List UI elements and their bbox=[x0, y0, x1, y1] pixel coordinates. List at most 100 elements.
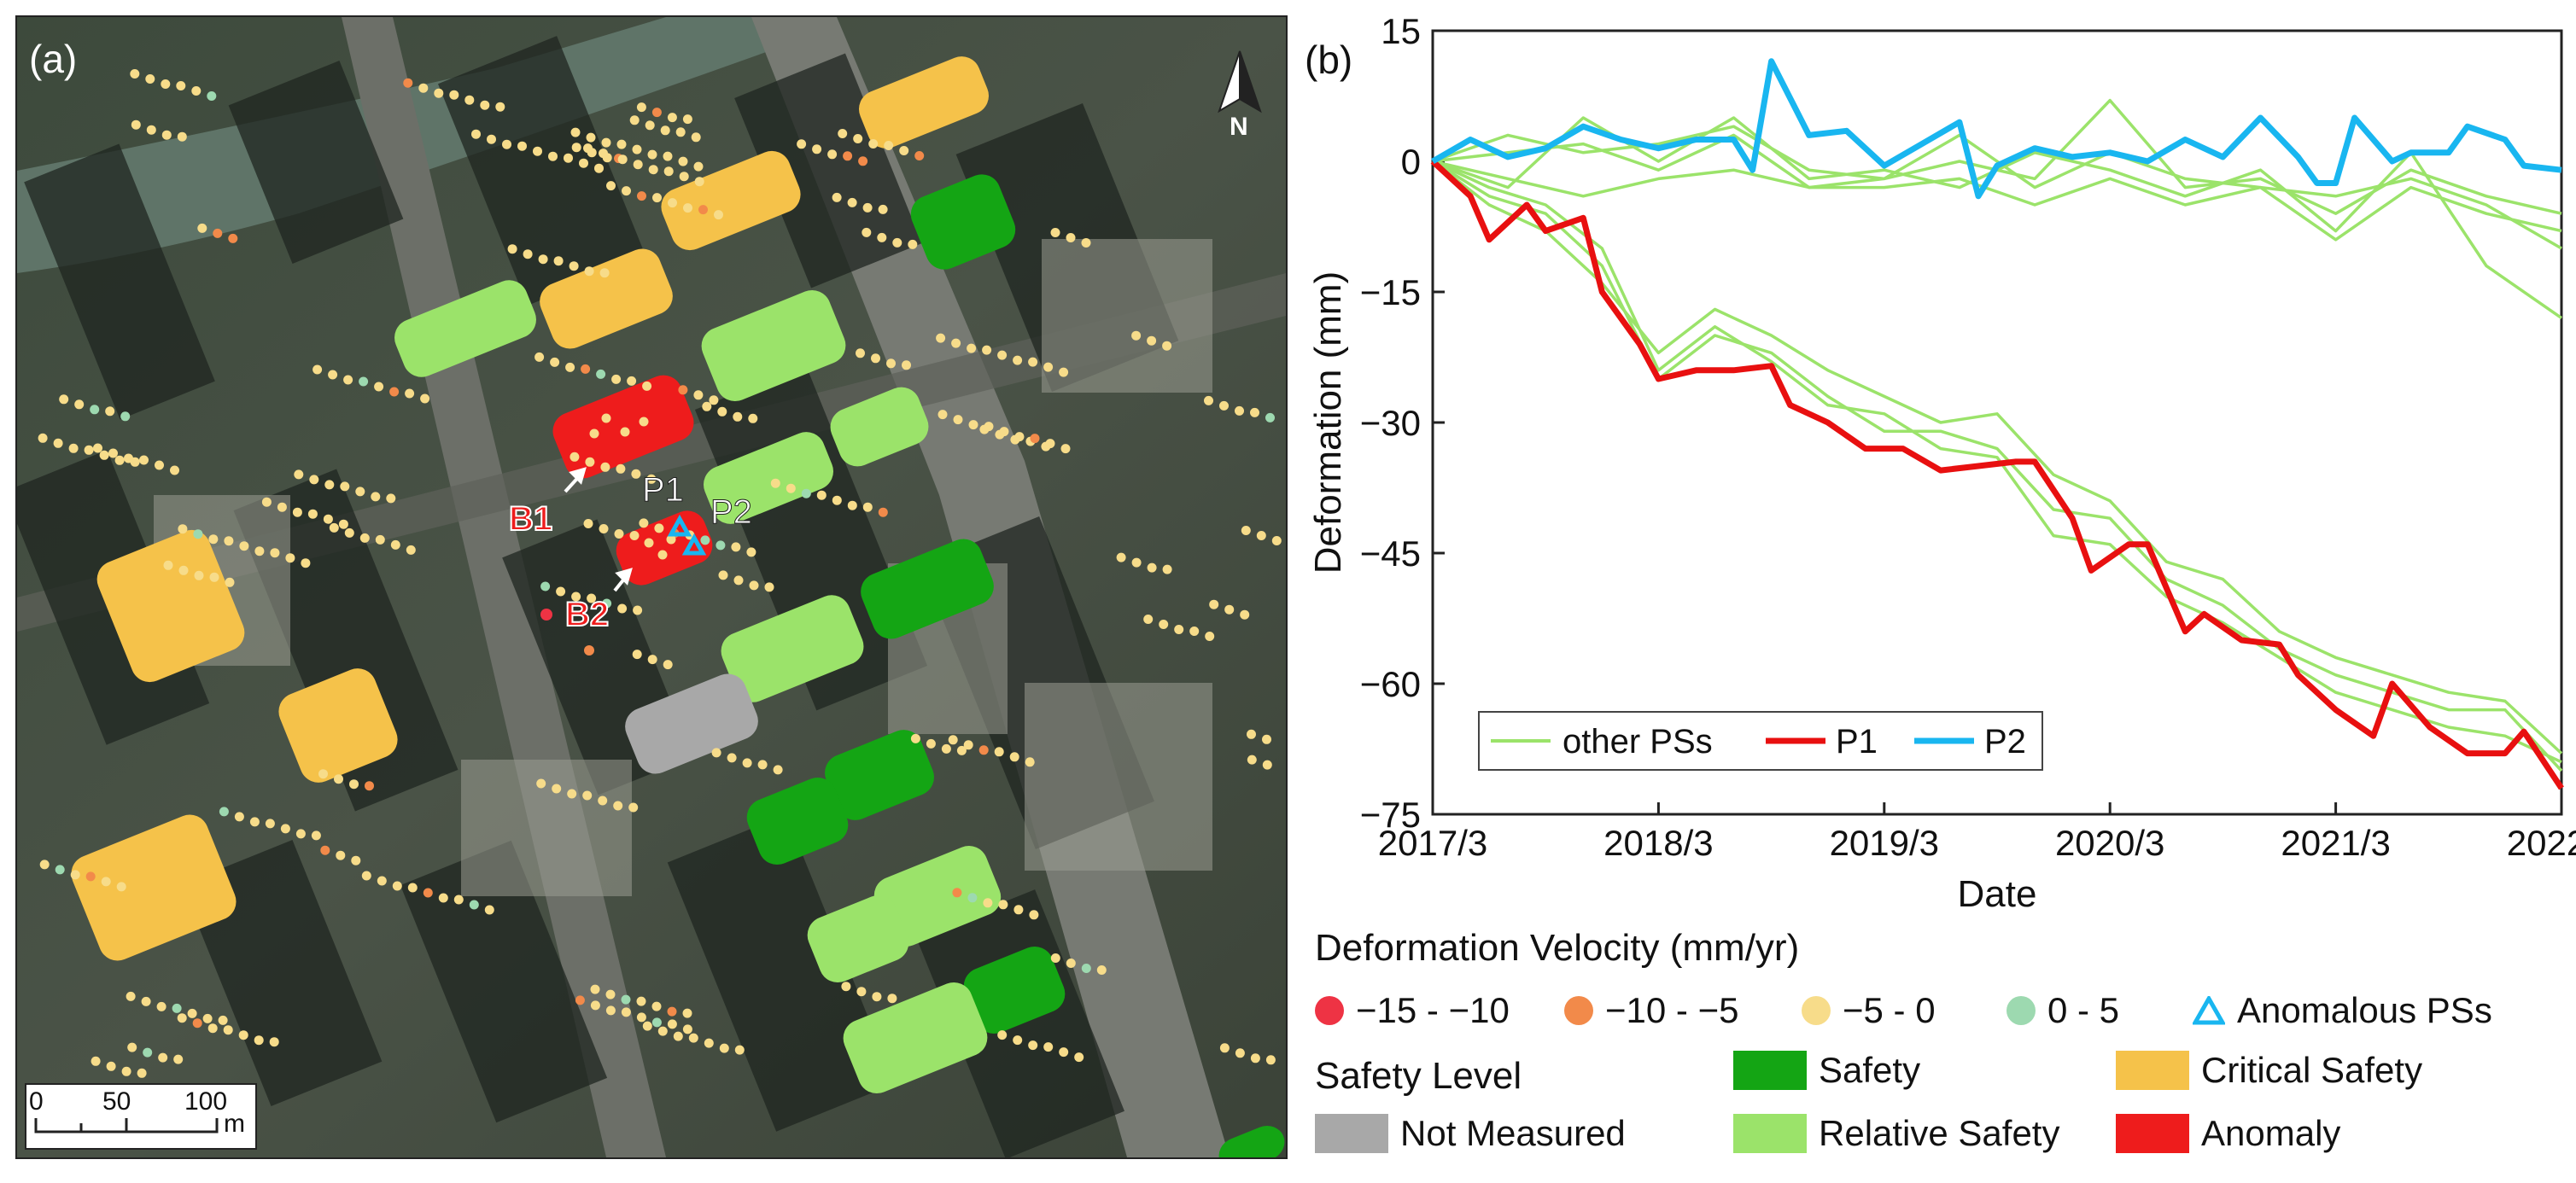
deformation-chart: 15 0 −15 −30 −45 −60 −75 2017/3 2018/3 2019/3 202… bbox=[1289, 0, 2576, 922]
ps-point bbox=[616, 463, 626, 474]
ps-point bbox=[355, 487, 365, 497]
ps-point bbox=[590, 984, 600, 994]
b1-arrow bbox=[564, 467, 587, 493]
ps-point bbox=[594, 163, 604, 173]
velocity-legend-title: Deformation Velocity (mm/yr) bbox=[1315, 927, 1800, 969]
ps-point bbox=[155, 460, 164, 470]
ps-point bbox=[602, 153, 612, 163]
ps-point bbox=[173, 1054, 184, 1064]
ps-point bbox=[856, 987, 867, 997]
ps-point bbox=[629, 531, 640, 540]
ps-point bbox=[120, 411, 131, 422]
ps-point bbox=[951, 338, 961, 348]
series-line-other-ps bbox=[1432, 160, 2563, 772]
ps-point bbox=[209, 572, 219, 582]
ps-point bbox=[718, 570, 728, 580]
ps-point bbox=[471, 129, 481, 139]
ps-point bbox=[1050, 953, 1060, 963]
ps-point bbox=[130, 69, 140, 79]
ps-point bbox=[1143, 615, 1154, 624]
ps-point bbox=[621, 994, 631, 1005]
satellite-map bbox=[17, 17, 1286, 1157]
ps-point bbox=[682, 1008, 692, 1018]
y-tick-label: −15 bbox=[1360, 272, 1421, 312]
ps-point bbox=[1096, 965, 1107, 975]
ps-point bbox=[552, 784, 562, 794]
safety-swatch-anomaly bbox=[2116, 1114, 2189, 1153]
block-safety bbox=[746, 777, 849, 865]
block-safety bbox=[1218, 1125, 1285, 1157]
safety-swatch-critical bbox=[2116, 1051, 2189, 1090]
ps-point bbox=[571, 143, 581, 153]
ps-point bbox=[938, 410, 948, 420]
ps-point bbox=[329, 522, 339, 533]
velocity-label-1: −15 - −10 bbox=[1356, 990, 1510, 1030]
ps-point bbox=[1066, 959, 1076, 968]
ps-point bbox=[770, 478, 780, 488]
ps-point bbox=[172, 1003, 182, 1013]
ps-point bbox=[1271, 536, 1282, 545]
ps-point bbox=[773, 765, 783, 775]
ps-point bbox=[967, 343, 977, 353]
ps-point bbox=[261, 497, 272, 507]
chart-legend: other PSs P1 P2 bbox=[1478, 711, 2043, 771]
block-critical-safety bbox=[540, 248, 673, 349]
scalebar-tick-100: 100 bbox=[184, 1087, 228, 1116]
scalebar-line bbox=[34, 1118, 219, 1133]
ps-point bbox=[622, 186, 631, 196]
velocity-label-2: −10 - −5 bbox=[1605, 990, 1739, 1030]
series-line-other-ps bbox=[1432, 160, 2562, 242]
block-relative-safety bbox=[703, 432, 834, 524]
ps-point bbox=[480, 100, 490, 110]
block-not-measured bbox=[625, 673, 758, 774]
ps-point bbox=[536, 778, 546, 789]
ps-point bbox=[733, 411, 743, 422]
ps-point bbox=[581, 364, 591, 374]
ps-point bbox=[910, 733, 920, 743]
y-tick-label: −30 bbox=[1360, 403, 1421, 443]
ps-point bbox=[187, 1008, 197, 1018]
ps-point bbox=[757, 760, 768, 770]
ps-point bbox=[121, 1066, 131, 1076]
ps-point bbox=[719, 1043, 729, 1053]
ps-point bbox=[170, 465, 179, 475]
ps-point bbox=[827, 149, 838, 160]
ps-point bbox=[1256, 531, 1266, 540]
ps-point bbox=[605, 989, 616, 999]
ps-point bbox=[1240, 609, 1250, 620]
ps-point bbox=[629, 115, 640, 125]
ps-point bbox=[1060, 444, 1071, 454]
ps-point bbox=[575, 995, 585, 1005]
ps-point bbox=[318, 769, 328, 779]
building-shadow bbox=[667, 814, 896, 1132]
chart-svg: 15 0 −15 −30 −45 −60 −75 2017/3 2018/3 2019/3 202… bbox=[1305, 11, 2576, 915]
ps-point bbox=[1081, 238, 1091, 248]
ps-point bbox=[621, 1007, 631, 1017]
ps-point bbox=[627, 376, 637, 386]
ps-point bbox=[667, 1006, 677, 1017]
block-safety bbox=[910, 174, 1016, 270]
ps-point bbox=[704, 1038, 714, 1048]
ps-point bbox=[963, 740, 973, 750]
velocity-item-1: −15 - −10 bbox=[1315, 990, 1510, 1031]
ps-point bbox=[1235, 405, 1244, 416]
ps-point bbox=[978, 745, 989, 755]
ps-point bbox=[213, 228, 223, 238]
velocity-label-3: −5 - 0 bbox=[1843, 990, 1936, 1030]
p1-label: P1 bbox=[642, 471, 685, 510]
ps-point bbox=[156, 1001, 166, 1011]
ps-point bbox=[663, 151, 673, 161]
ps-point bbox=[38, 433, 48, 443]
panel-b-label: (b) bbox=[1305, 38, 1352, 82]
p2-label: P2 bbox=[710, 493, 753, 532]
ps-point bbox=[1247, 755, 1257, 765]
ps-point bbox=[127, 1042, 137, 1052]
ps-point bbox=[711, 748, 721, 758]
map-legend: Deformation Velocity (mm/yr) −15 - −10 −… bbox=[1289, 922, 2576, 1183]
ps-point bbox=[948, 735, 958, 745]
map-panel: (a) N 0 50 100 m B1 B2 P1 P2 bbox=[15, 15, 1288, 1159]
ps-point bbox=[639, 417, 649, 427]
ps-point bbox=[632, 650, 642, 660]
ps-point bbox=[218, 1015, 228, 1025]
ps-point bbox=[617, 603, 628, 614]
